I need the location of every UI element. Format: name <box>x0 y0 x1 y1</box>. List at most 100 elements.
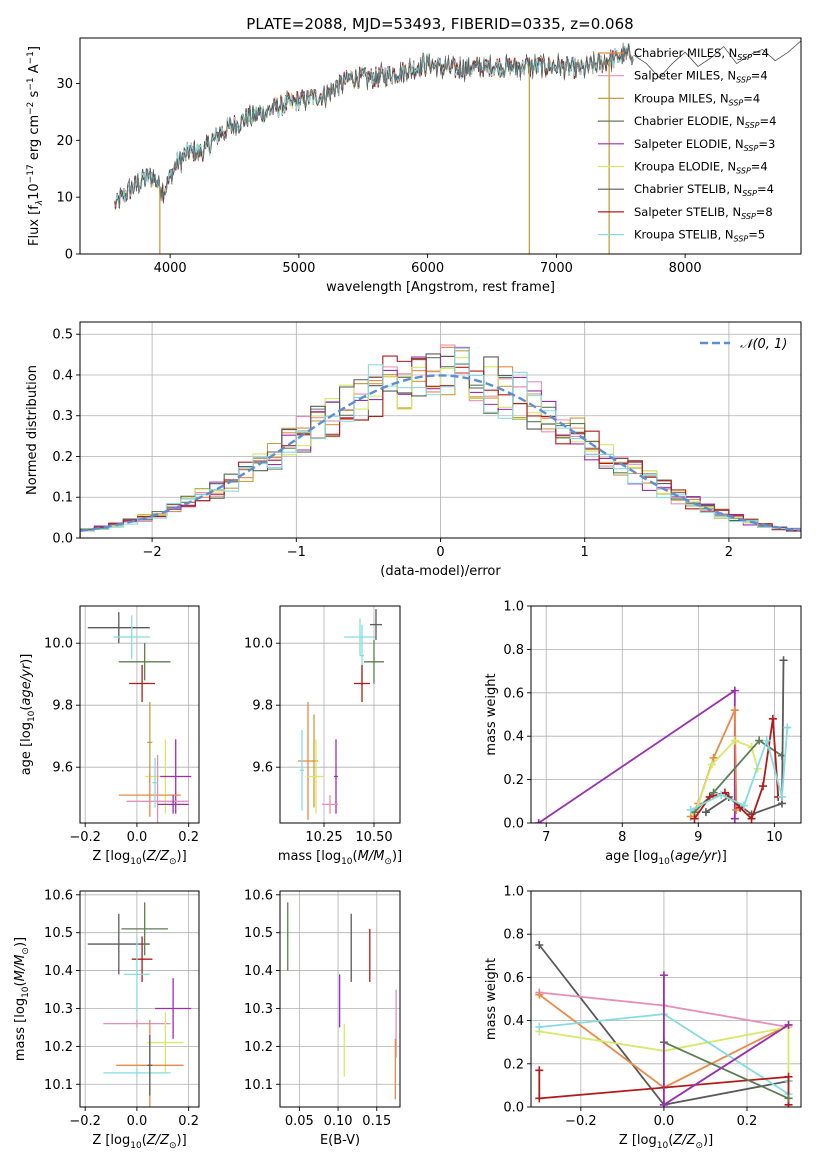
y-tick-label: 0.6 <box>503 971 524 986</box>
x-axis-label: E(B-V) <box>320 1133 360 1148</box>
x-tick-label: 4000 <box>154 261 187 276</box>
error-cross <box>118 643 171 681</box>
x-tick-label: −2 <box>143 545 162 560</box>
x-tick-label: 2 <box>725 545 733 560</box>
x-tick-label: 10 <box>766 830 783 845</box>
axis-label-part: age/yr <box>19 662 34 705</box>
legend-text: Salpeter MILES, N <box>634 69 736 83</box>
axis-label-part: ( <box>19 706 34 711</box>
y-tick-label: 0.8 <box>503 643 524 658</box>
axis-label: mass [log10(M/M⊙)] <box>13 937 31 1061</box>
x-tick-label: 0.0 <box>654 1114 675 1129</box>
histogram-series <box>80 347 801 538</box>
y-tick-label: 0.0 <box>52 532 73 547</box>
axis-label-part: M/M <box>358 849 385 864</box>
spectrum-panel: 4000 5000 6000 7000 8000 0 10 20 30 wavelength [A… <box>26 37 802 295</box>
error-cross <box>312 714 316 808</box>
y-tick-label: 9.8 <box>52 699 73 714</box>
x-tick-label: 0.0 <box>127 1114 148 1129</box>
y-tick-label: 10.4 <box>244 964 273 979</box>
mass-weight-marker <box>784 1020 793 1029</box>
axis-label-part: ( <box>13 981 28 986</box>
x-tick-label: −0.2 <box>69 830 101 845</box>
histogram-series <box>80 355 801 538</box>
legend-entry: Salpeter STELIB, NSSP=8 <box>634 205 773 221</box>
axis-label-part: λ <box>35 200 45 206</box>
x-axis-label: wavelength [Angstrom, rest frame] <box>326 280 555 295</box>
y-axis-label: Normed distribution <box>25 365 40 495</box>
legend-subscript: SSP <box>736 76 751 85</box>
y-tick-label: 0.4 <box>503 1014 524 1029</box>
axis-label-part: ⊙ <box>169 1141 177 1151</box>
mass-weight-vs-Z-panel: −0.2 0.0 0.2 0.0 0.2 0.4 0.6 0.8 1.0 Z [log10(Z/Z… <box>484 885 802 1151</box>
legend-text: Kroupa MILES, N <box>634 91 729 105</box>
axis-label-part: ⊙ <box>169 857 177 867</box>
x-tick-label: 1 <box>581 545 589 560</box>
error-cross <box>126 754 189 823</box>
mass-weight-marker <box>747 814 756 823</box>
y-tick-label: 10.0 <box>244 637 273 652</box>
mass-weight-marker <box>762 736 771 745</box>
y-tick-label: 0.8 <box>503 928 524 943</box>
mass-vs-Z-panel: −0.2 0.0 0.2 10.1 10.2 10.3 10.4 10.5 10.6 Z [log… <box>13 888 200 1151</box>
error-cross <box>129 664 156 703</box>
error-cross <box>147 1035 153 1096</box>
error-cross <box>87 612 150 644</box>
legend-text: Kroupa ELODIE, N <box>634 160 736 174</box>
y-tick-label: 10.1 <box>44 1078 73 1093</box>
x-tick-label: 0.2 <box>178 830 199 845</box>
y-tick-label: 10.3 <box>244 1002 273 1017</box>
axis-label: age [log10(age/yr)] <box>19 654 37 776</box>
axis-label-part: )] <box>177 1133 187 1148</box>
mass-weight-marker <box>730 706 739 715</box>
y-tick-label: 10 <box>56 191 73 206</box>
x-tick-label: 0.05 <box>285 1114 314 1129</box>
axis-label-part: )] <box>177 849 187 864</box>
plot-frame <box>530 890 802 1108</box>
x-tick-label: 7 <box>542 830 550 845</box>
y-tick-label: 0.2 <box>503 1057 524 1072</box>
axis-label-part: age/yr <box>675 849 718 864</box>
legend-text: Salpeter STELIB, N <box>634 205 741 219</box>
mass-weight-marker <box>783 723 792 732</box>
y-tick-label: 9.6 <box>52 761 73 776</box>
plot-frame <box>79 605 200 824</box>
age-vs-mass-panel: 10.25 10.50 9.6 9.8 10.0 mass [log10(M/M⊙)] <box>244 605 402 867</box>
age-vs-Z-panel: −0.2 0.0 0.29.69.810.0Z [log10(Z/Z⊙)]age [… <box>19 605 200 867</box>
error-cross <box>152 757 158 808</box>
x-tick-label: 6000 <box>411 261 444 276</box>
legend-subscript: SSP <box>741 212 756 221</box>
y-tick-label: 10.1 <box>244 1078 273 1093</box>
y-tick-label: 0.3 <box>52 409 73 424</box>
legend-entry: Kroupa STELIB, NSSP=5 <box>634 228 765 244</box>
axis-label-part: −1 <box>26 77 36 90</box>
mass-weight-marker <box>690 814 699 823</box>
error-cross <box>121 902 168 956</box>
axis-label-part: mass [log <box>13 998 28 1061</box>
axis-label-part: ⊙ <box>21 947 31 955</box>
mass-weight-marker <box>659 1100 668 1107</box>
error-cross <box>354 664 370 703</box>
axis-label-part: Z/Z <box>146 849 170 864</box>
axis-label-part: ( <box>142 1133 147 1148</box>
plot-frame <box>79 890 200 1108</box>
axis-label-part: 10 <box>130 1141 142 1151</box>
y-tick-label: 1.0 <box>503 885 524 900</box>
y-tick-label: 9.6 <box>252 761 273 776</box>
error-cross <box>113 615 150 659</box>
gaussian-reference-curve <box>80 374 801 533</box>
histogram-series <box>80 350 801 538</box>
axis-label: Z [log10(Z/Z⊙)] <box>619 1133 713 1151</box>
x-tick-label: 0 <box>436 545 444 560</box>
legend-entry: Chabrier STELIB, NSSP=4 <box>634 182 774 198</box>
figure-title: PLATE=2088, MJD=53493, FIBERID=0335, z=0… <box>246 15 633 33</box>
mass-weight-line <box>539 1026 790 1099</box>
axis-label-part: Z [log <box>619 1133 657 1148</box>
axis-label-part: mass [log <box>278 849 341 864</box>
error-cross <box>118 773 181 817</box>
error-cross <box>334 739 338 814</box>
y-tick-label: 0 <box>65 248 73 263</box>
y-axis-label: mass weight <box>484 958 499 1040</box>
